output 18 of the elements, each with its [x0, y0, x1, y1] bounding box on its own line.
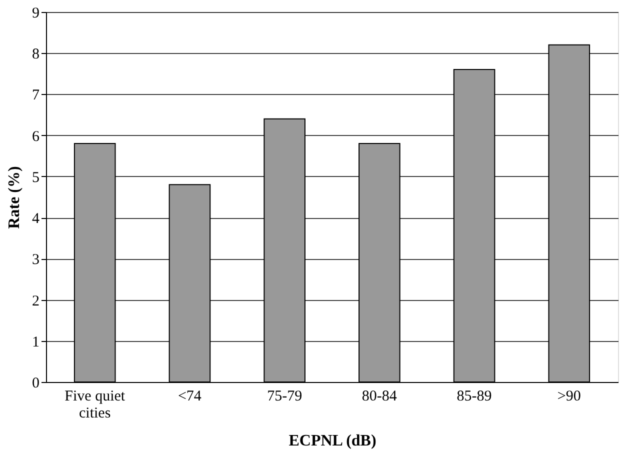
y-tick-label: 5 [32, 170, 40, 186]
y-tick-label: 9 [32, 6, 40, 22]
y-tick-label: 6 [32, 128, 40, 145]
x-tick-label: <74 [178, 388, 202, 404]
y-tick-label: 0 [32, 376, 40, 392]
x-tick-label: 80-84 [362, 388, 398, 404]
y-tick-label: 1 [32, 334, 40, 350]
x-tick-label: 85-89 [456, 388, 492, 404]
y-tick-label: 3 [32, 252, 40, 268]
x-tick-label: >90 [557, 388, 581, 404]
y-tick-label: 7 [32, 88, 40, 104]
x-tick-label: 75-79 [267, 388, 302, 404]
y-axis-title: Rate (%) [6, 166, 23, 229]
y-tick-label: 4 [32, 211, 40, 228]
x-axis-title: ECPNL (dB) [288, 432, 376, 450]
y-tick-label: 2 [32, 293, 40, 310]
y-tick-label: 8 [32, 46, 40, 63]
x-tick-label: Five quiet cities [64, 388, 126, 422]
